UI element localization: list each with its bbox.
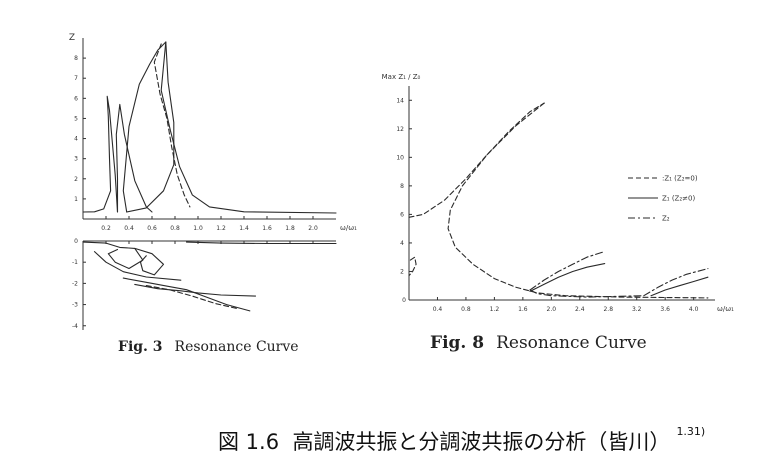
fig8-y-tick-label-3: 8 [400,183,404,190]
fig8-y-tick-label-6: 14 [396,97,404,104]
fig8-chart: 0.4 0.8 1.2 1.6 2.0 2.4 2.8 3.2 3.6 4.0 ω/ω₁ 0 2 4 6 8 1… [382,73,734,313]
fig3-lower-series-0 [82,241,144,270]
fig3-y-tick-label-6: 7 [74,75,78,82]
fig8-x-tick-label-3: 1.6 [518,306,528,313]
fig3-title: Resonance Curve [174,339,299,355]
fig8-series-1 [447,102,709,299]
fig3-y-tick-label-4: 5 [74,115,78,122]
fig8-legend-label-1: Z₁ (Z₂≠0) [662,195,695,203]
fig8-legend-label-2: Z₂ [662,215,670,223]
fig3-y-tick-lower-label-1: -2 [72,280,78,287]
fig3-lower-series-6 [185,241,337,245]
fig3-y-tick-label-2: 3 [74,156,78,163]
fig8-title: Resonance Curve [496,333,647,353]
fig8-x-tick-label-6: 2.8 [603,306,613,313]
fig3-x-tick-label-5: 1.2 [216,225,226,232]
fig3-x-tick-label-6: 1.4 [239,225,249,232]
fig8-y-tick-label-1: 4 [400,240,404,247]
fig3-y-axis-label: Z [69,33,75,43]
fig8-x-tick-label-0: 0.4 [433,306,443,313]
main-caption-text: 高調波共振と分調波共振の分析（皆川） [292,430,671,454]
fig8-y-tick-label-2: 6 [400,211,404,218]
fig3-x-tick-label-7: 1.6 [262,225,272,232]
fig8-legend-label-0: :Z₁ (Z₂=0) [662,175,698,183]
fig8-x-tick-label-4: 2.0 [547,306,557,313]
fig8-series-0 [408,102,545,218]
fig3-x-tick-label-9: 2.0 [308,225,318,232]
fig3-lower-zero-label: 0 [74,238,78,245]
fig8-series-7 [643,268,709,297]
fig8-series-6 [650,276,709,297]
fig3-x-axis-label: ω/ω₁ [340,224,357,232]
fig3-lower-series-5 [145,284,239,310]
fig3-y-tick-label-0: 1 [74,196,78,203]
fig8-series-3 [529,263,606,292]
fig3-y-tick-label-5: 6 [74,95,78,102]
fig3-lower-series-3 [122,277,251,312]
fig8-y-tick-label-0: 2 [400,268,404,275]
fig8-x-tick-label-7: 3.2 [632,306,642,313]
fig8-x-tick-label-5: 2.4 [575,306,585,313]
main-caption-ref: 1.31) [676,425,706,438]
fig3-upper-series-5 [160,41,337,214]
fig3-caption: Fig. 3 Resonance Curve [118,339,299,355]
fig3-y-tick-lower-label-0: -1 [72,259,78,266]
fig3-chart: 0.2 0.4 0.6 0.8 1.0 1.2 1.4 1.6 1.8 2.0 ω/ω₁ 1 2 3 4 5 6… [69,33,357,330]
fig8-series-2 [408,256,417,277]
fig8-x-tick-label-8: 3.6 [660,306,670,313]
fig3-y-tick-lower-label-2: -3 [72,302,78,309]
fig3-x-tick-label-8: 1.8 [285,225,295,232]
fig3-x-tick-label-0: 0.2 [101,225,111,232]
main-caption-label: 図 1.6 [218,430,280,454]
fig8-y-axis-label: Max Z₁ / Z₀ [382,73,421,81]
fig3-upper-series-2 [122,41,167,213]
fig3-y-tick-label-7: 8 [74,55,78,62]
fig8-x-tick-label-9: 4.0 [689,306,699,313]
fig8-label: Fig. 8 [430,333,485,353]
fig8-x-axis-label: ω/ω₁ [717,305,734,313]
fig3-label: Fig. 3 [118,339,163,355]
fig3-lower-series-4 [134,283,257,297]
fig3-upper-series-4 [153,43,191,208]
fig3-lower-series-2 [93,251,182,281]
fig3-y-tick-label-3: 4 [74,136,78,143]
fig3-lower-series-1 [134,247,165,276]
fig3-y-tick-lower-label-3: -4 [72,323,78,330]
figure-main-caption: 図 1.6 高調波共振と分調波共振の分析（皆川） 1.31) [218,425,706,456]
fig8-caption: Fig. 8 Resonance Curve [430,333,647,353]
fig8-y-tick-label-4: 10 [396,154,404,161]
fig3-x-tick-label-1: 0.4 [124,225,134,232]
fig8-series-4 [529,250,606,291]
fig3-x-tick-label-2: 0.6 [147,225,157,232]
fig8-origin-label: 0 [402,297,406,304]
fig8-y-tick-label-5: 12 [396,126,404,133]
fig3-y-tick-label-1: 2 [74,176,78,183]
fig3-upper-series-0 [82,95,119,213]
fig3-x-tick-label-4: 1.0 [193,225,203,232]
fig8-series-5 [529,289,645,298]
fig3-x-tick-label-3: 0.8 [170,225,180,232]
fig3-upper-series-1 [115,103,153,213]
fig8-x-tick-label-2: 1.2 [490,306,500,313]
fig3-upper-series-3 [126,41,175,213]
fig8-x-tick-label-1: 0.8 [461,306,471,313]
